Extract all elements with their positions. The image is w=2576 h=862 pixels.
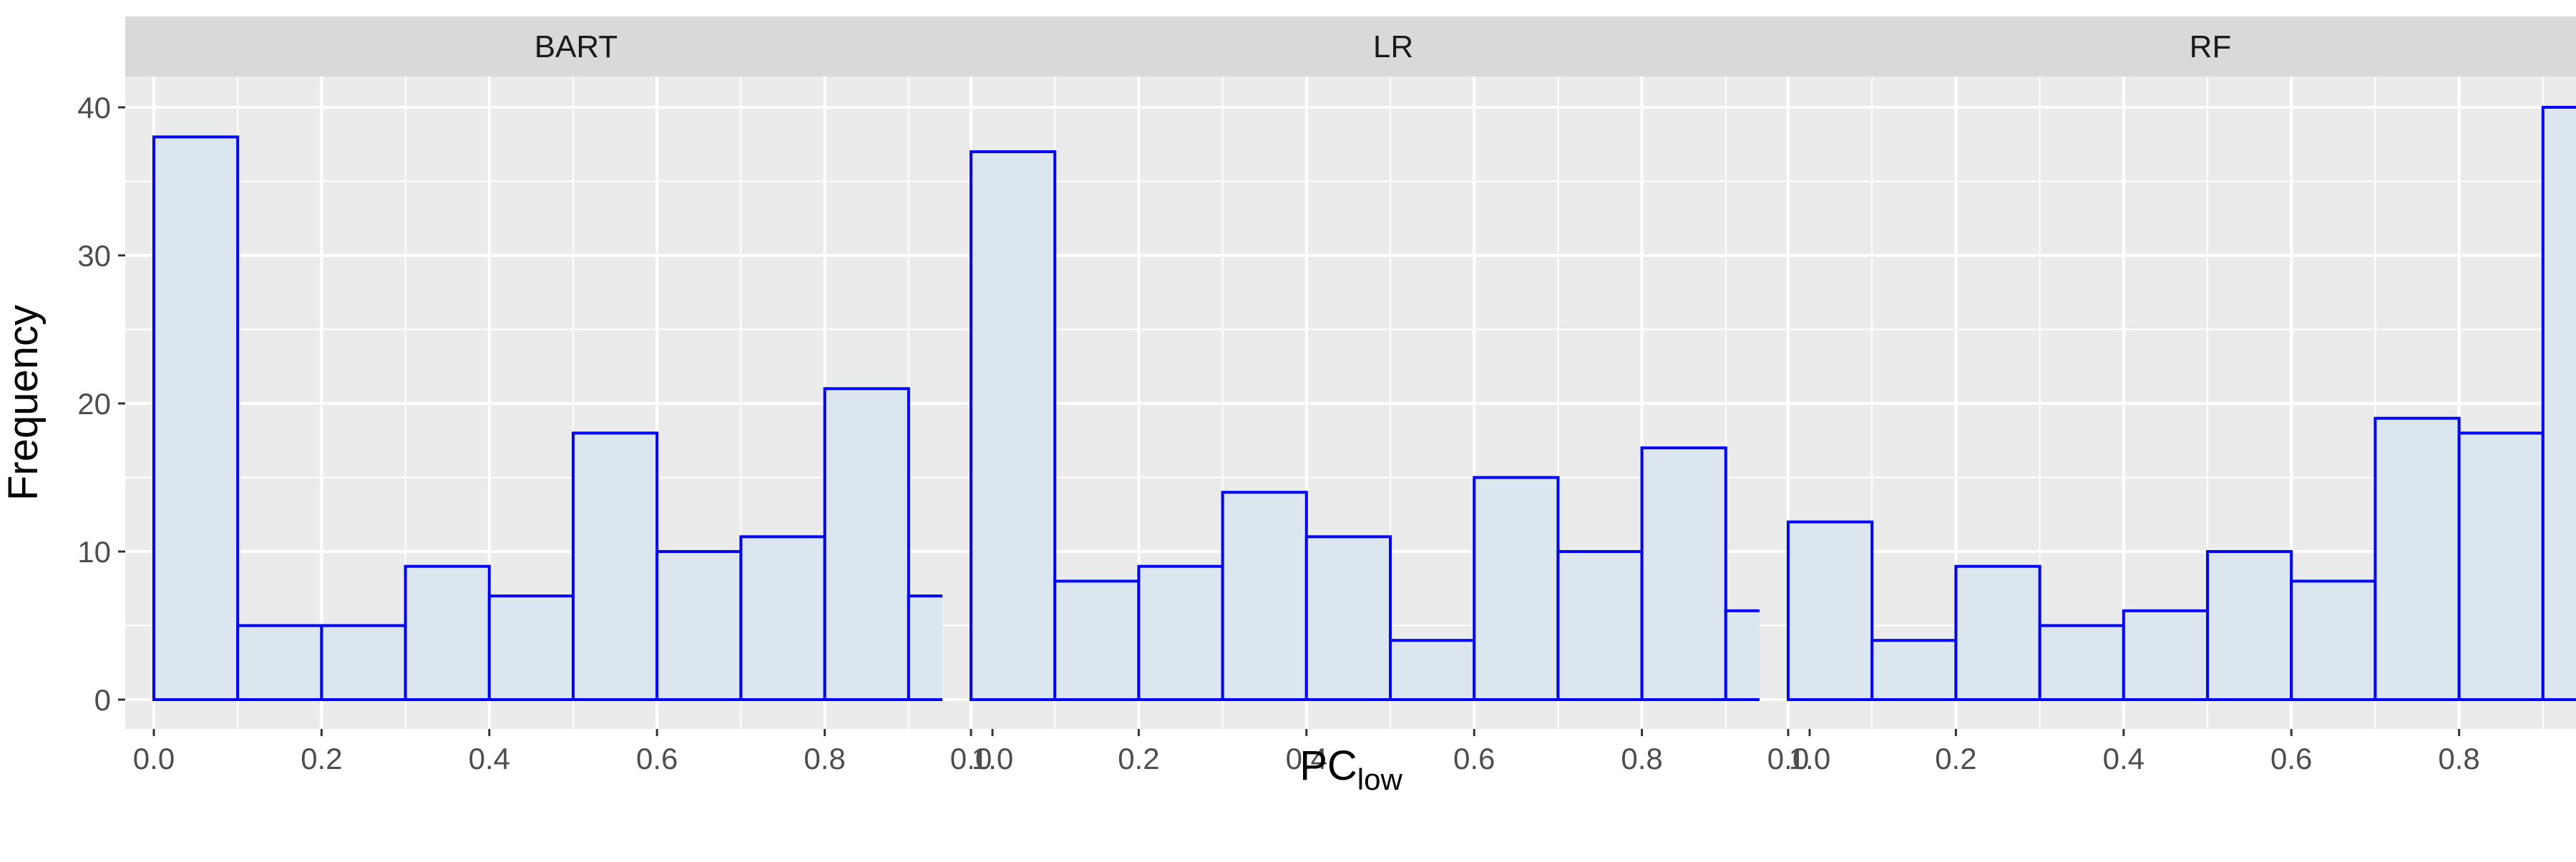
x-tick-label: 0.0 (1767, 742, 1809, 775)
x-tick-label: 0.2 (301, 742, 342, 775)
x-tick-label: 0.4 (469, 742, 510, 775)
x-axis-title-subscript: low (1357, 763, 1403, 796)
histogram-bar-rf-5 (2206, 550, 2293, 701)
histogram-bar-lr-0 (970, 150, 1057, 702)
x-axis-title-main: PC (1299, 743, 1357, 789)
histogram-bar-rf-2 (1954, 564, 2041, 702)
histogram-bar-rf-9 (2541, 106, 2576, 701)
x-tick-label: 0.4 (1286, 742, 1327, 775)
facet-label-bart: BART (535, 29, 618, 64)
x-tick-label: 0.4 (2103, 742, 2145, 775)
histogram-bar-bart-2 (320, 624, 407, 701)
x-tick-label: 0.2 (1935, 742, 1976, 775)
histogram-bar-bart-7 (739, 535, 826, 701)
histogram-bar-lr-7 (1556, 550, 1644, 701)
histogram-bar-lr-1 (1053, 579, 1141, 702)
x-axis-title: PClow (1299, 743, 1402, 796)
y-tick-label: 20 (77, 387, 111, 421)
y-tick-label: 0 (94, 683, 111, 717)
x-tick-label: 1.0 (972, 742, 1013, 775)
histogram-bar-rf-4 (2122, 609, 2210, 701)
histogram-bar-bart-6 (655, 550, 743, 701)
histogram-bar-bart-8 (823, 387, 910, 701)
histogram-bar-rf-6 (2290, 579, 2377, 702)
histogram-bar-rf-3 (2038, 624, 2125, 701)
histogram-bar-lr-4 (1304, 535, 1392, 701)
x-tick-label: 1.0 (1789, 742, 1830, 775)
histogram-bar-lr-2 (1137, 564, 1224, 702)
histogram-bar-bart-4 (487, 594, 575, 701)
histogram-bar-rf-8 (2457, 431, 2545, 702)
facet-label-rf: RF (2190, 29, 2232, 64)
histogram-bar-lr-3 (1221, 491, 1308, 701)
x-tick-label: 0.6 (1453, 742, 1495, 775)
x-tick-label: 0.2 (1118, 742, 1159, 775)
x-tick-label: 0.0 (950, 742, 992, 775)
histogram-bar-lr-8 (1640, 446, 1727, 701)
x-tick-label: 0.6 (636, 742, 678, 775)
x-tick-label: 0.6 (2270, 742, 2312, 775)
histogram-bar-bart-3 (404, 564, 491, 702)
y-tick-label: 40 (77, 91, 111, 124)
x-tick-label: 0.8 (1621, 742, 1662, 775)
facet-strip-rf (1760, 16, 2576, 77)
histogram-bar-rf-1 (1870, 639, 1958, 702)
histogram-bar-bart-0 (152, 135, 240, 701)
histogram-bar-lr-5 (1389, 639, 1476, 702)
y-tick-label: 10 (77, 535, 111, 569)
x-tick-label: 0.8 (804, 742, 845, 775)
x-tick-label: 0.8 (2438, 742, 2479, 775)
y-axis-title: Frequency (0, 305, 47, 501)
histogram-bar-bart-5 (572, 431, 659, 702)
x-tick-label: 0.0 (133, 742, 175, 775)
facet-strip-bart (125, 16, 1027, 77)
y-tick-label: 30 (77, 239, 111, 273)
histogram-bar-rf-0 (1787, 520, 1874, 701)
histogram-bar-lr-6 (1473, 476, 1560, 701)
histogram-bar-bart-1 (236, 624, 323, 701)
facet-label-lr: LR (1373, 29, 1413, 64)
histogram-bar-rf-7 (2373, 416, 2461, 701)
facet-strip-lr (942, 16, 1844, 77)
